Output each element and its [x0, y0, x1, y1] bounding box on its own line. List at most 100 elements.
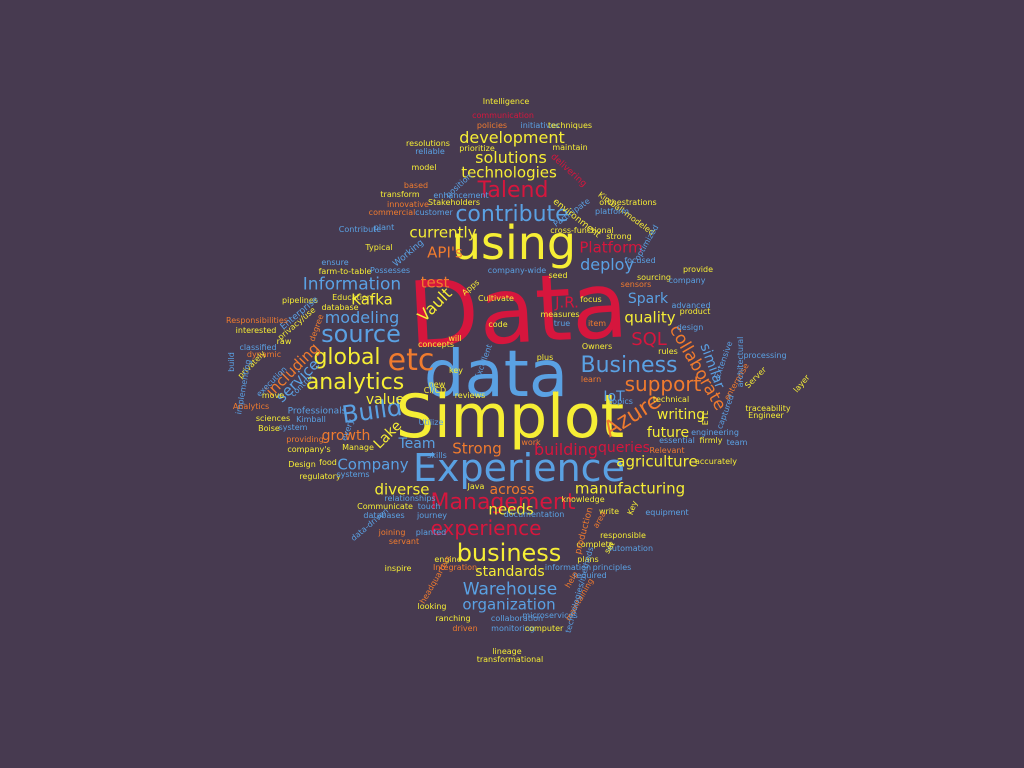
word: key [448, 366, 464, 375]
word: knowledge [561, 495, 605, 504]
word: focused [624, 256, 656, 265]
word: firmly [699, 436, 723, 445]
word: agriculture [616, 452, 698, 471]
word: Cultivate [478, 294, 514, 303]
word: technical [652, 395, 690, 404]
word: etc [387, 343, 435, 378]
word: provide [682, 265, 714, 274]
word: focus [580, 295, 602, 304]
word: data [423, 338, 569, 412]
word: policies [476, 121, 508, 130]
word: Business [580, 353, 678, 378]
word: based [403, 181, 429, 190]
word: global [313, 345, 381, 370]
word: ranching [435, 614, 471, 623]
word: Kafka [351, 290, 393, 309]
word: Boise [258, 424, 280, 433]
word: sourcing [636, 273, 672, 282]
word: experience [430, 516, 542, 540]
word: pipelines [282, 296, 318, 305]
word: providing [286, 435, 324, 444]
word: IoT [603, 389, 625, 405]
word: complete [576, 540, 614, 549]
word: will [448, 334, 462, 343]
word: databases [363, 511, 405, 520]
word: Intelligence [482, 97, 530, 106]
word: system [278, 423, 308, 432]
word: deploy [580, 255, 634, 274]
word: information [544, 563, 592, 572]
word: essential [659, 436, 695, 445]
word: inspire [384, 564, 412, 573]
word: organization [462, 595, 556, 614]
word: support [624, 372, 702, 396]
word: cross-functional [550, 226, 614, 235]
word: seed [548, 271, 568, 280]
word: new [428, 380, 446, 389]
word: orchestrations [599, 198, 657, 207]
word: concepts [417, 340, 455, 349]
word: platform [595, 207, 629, 216]
word: learn [580, 375, 602, 384]
word: Education [332, 293, 372, 302]
word: contribute [455, 202, 569, 227]
word: processing [743, 351, 787, 360]
word: Java [467, 482, 485, 491]
word: write [598, 507, 620, 516]
word: reviews [454, 391, 486, 400]
word: joining [378, 528, 406, 537]
word: item [587, 319, 607, 328]
word: Possesses [369, 266, 411, 275]
word: planted [415, 528, 447, 537]
word: Platform [579, 238, 643, 257]
word: initiatives [520, 121, 560, 130]
word: skills [427, 451, 447, 460]
word: looking [417, 602, 447, 611]
word: automation [606, 544, 654, 553]
word: standards [475, 564, 545, 580]
word: growth [321, 428, 371, 444]
word: systems [336, 470, 370, 479]
word: strong [606, 232, 632, 241]
word: plant [373, 223, 395, 232]
word: collaboration [490, 614, 544, 623]
word: Information [302, 274, 402, 295]
word: ETL [701, 410, 710, 426]
word: plus [536, 353, 554, 362]
word: regulatory [299, 472, 341, 481]
word: code [488, 320, 508, 329]
word: computer [524, 624, 564, 633]
word: technologies [461, 163, 557, 182]
word: lineage [492, 647, 522, 656]
word: value [365, 392, 405, 408]
word: transformational [476, 655, 544, 664]
word: using [451, 216, 577, 270]
word: Analytics [232, 402, 270, 411]
word: building [533, 440, 599, 459]
word: database [321, 303, 359, 312]
word: relationships [384, 494, 436, 503]
word: rules [658, 347, 678, 356]
word: Kimball [296, 415, 326, 424]
word: writing [656, 407, 706, 423]
word: Warehouse [462, 579, 558, 600]
word: Integration [432, 563, 478, 572]
word: microservices [522, 611, 578, 620]
word: architectural [736, 336, 745, 388]
word: dynamic [246, 350, 282, 359]
word: SQL [631, 329, 667, 350]
word: company-wide [487, 266, 547, 275]
word: communication [472, 111, 534, 120]
word: Contribute [338, 225, 382, 234]
word: Manage [342, 443, 374, 452]
word: equipment [645, 508, 689, 517]
word: journey [416, 511, 448, 520]
word: plans [577, 555, 599, 564]
word: Company [337, 455, 409, 474]
word: Responsibilities [226, 316, 288, 325]
word: solutions [475, 148, 547, 167]
word: future [646, 425, 690, 441]
word: layer [791, 373, 812, 395]
word: interested [235, 326, 277, 335]
word: manufacturing [574, 479, 686, 498]
